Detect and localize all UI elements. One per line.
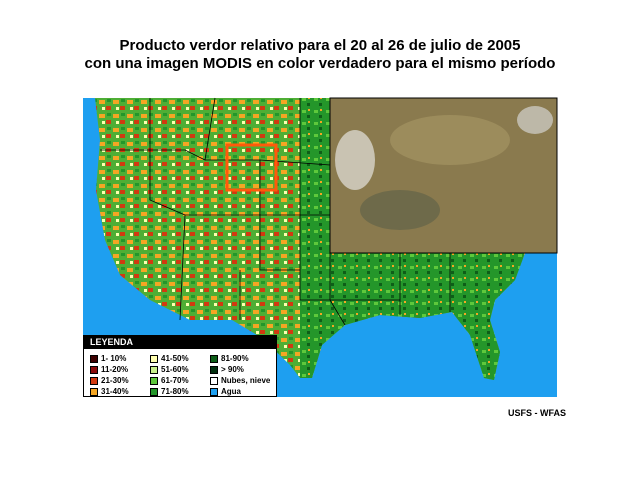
legend-swatch — [210, 354, 218, 363]
legend-item: 31-40% — [90, 386, 150, 397]
legend-item: 11-20% — [90, 364, 150, 375]
legend-swatch — [150, 365, 158, 374]
legend-label: 51-60% — [161, 365, 189, 374]
legend-swatch — [150, 376, 158, 385]
title-line: Producto verdor relativo para el 20 al 2… — [119, 37, 521, 54]
inset-terrain — [360, 190, 440, 230]
legend-title: LEYENDA — [84, 336, 276, 349]
legend-label: Nubes, nieve — [221, 376, 271, 385]
credit: USFS - WFAS — [508, 408, 566, 418]
legend-swatch — [90, 387, 98, 396]
legend-swatch — [210, 387, 218, 396]
legend-label: 41-50% — [161, 354, 189, 363]
legend-items: 1- 10% 11-20% 21-30% 31-40% 41-50% 51-60% 61-7… — [84, 349, 276, 397]
inset-cloud — [517, 106, 553, 134]
legend-label: > 90% — [221, 365, 244, 374]
focus-box — [225, 143, 278, 192]
legend-item: Nubes, nieve — [210, 375, 282, 386]
legend-label: 31-40% — [101, 387, 129, 396]
legend-label: 71-80% — [161, 387, 189, 396]
legend-label: 61-70% — [161, 376, 189, 385]
legend: LEYENDA 1- 10% 11-20% 21-30% 31-40% 41-50% 51… — [83, 335, 277, 397]
legend-item: 81-90% — [210, 353, 282, 364]
legend-swatch — [90, 354, 98, 363]
legend-label: 11-20% — [101, 365, 129, 374]
legend-label: 1- 10% — [101, 354, 127, 363]
legend-label: 81-90% — [221, 354, 249, 363]
inset-cloud — [335, 130, 375, 190]
legend-item: 21-30% — [90, 375, 150, 386]
legend-swatch — [150, 387, 158, 396]
legend-item: 41-50% — [150, 353, 210, 364]
legend-item: 61-70% — [150, 375, 210, 386]
legend-label: 21-30% — [101, 376, 129, 385]
legend-swatch — [210, 365, 218, 374]
legend-swatch — [150, 354, 158, 363]
legend-label: Agua — [221, 387, 241, 396]
legend-item: Agua — [210, 386, 282, 397]
land-east — [300, 98, 525, 380]
title-line: con una imagen MODIS en color verdadero … — [84, 55, 556, 72]
legend-item: 51-60% — [150, 364, 210, 375]
legend-item: 1- 10% — [90, 353, 150, 364]
legend-item: 71-80% — [150, 386, 210, 397]
legend-swatch — [90, 365, 98, 374]
inset-terrain — [390, 115, 510, 165]
legend-swatch — [210, 376, 218, 385]
legend-item: > 90% — [210, 364, 282, 375]
legend-swatch — [90, 376, 98, 385]
